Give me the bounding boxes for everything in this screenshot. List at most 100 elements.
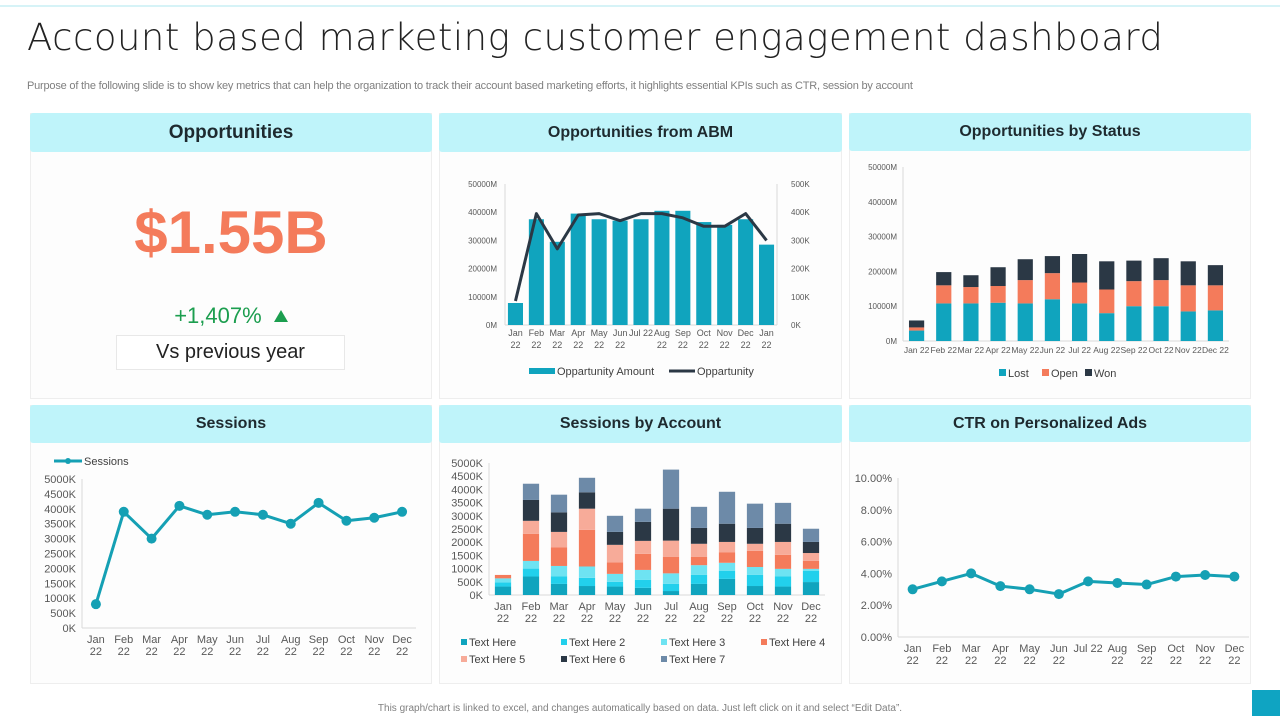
bar-segment-series-3 [494, 578, 512, 583]
legend-label-lost: Lost [1008, 368, 1029, 380]
legend-swatch-open [1042, 369, 1049, 376]
bar-segment-series-3 [606, 573, 624, 582]
x-tick-label: Jun 22 [1040, 345, 1066, 355]
legend-label-open: Open [1051, 368, 1078, 380]
sessions-panel [30, 405, 432, 684]
bar-segment-open [1180, 285, 1196, 312]
legend-label-won: Won [1094, 368, 1116, 380]
bar-segment-lost [1099, 313, 1115, 341]
data-point [230, 506, 241, 517]
data-point [118, 506, 129, 517]
bar-segment-series-2 [606, 581, 624, 587]
y-tick-label: 5000K [451, 458, 483, 470]
bar-segment-series-7 [802, 528, 820, 542]
bar-segment-series-5 [578, 508, 596, 530]
x-tick-label: Jun 22 [613, 328, 628, 350]
y-tick-label: 3000K [451, 511, 483, 523]
bar-segment-series-7 [746, 503, 764, 528]
ctr-chart[interactable]: 0.00% 2.00% 4.00% 6.00% 8.00% 10.00% Jan 22 Feb 2… [849, 442, 1251, 683]
x-tick-label: Sep 22 [309, 634, 329, 658]
bar-segment-series-2 [494, 582, 512, 587]
bar-segment-lost [1180, 311, 1196, 341]
abm-chart[interactable]: 0M 10000M 20000M 30000M 40000M 50000M 0K 100K 20… [439, 152, 842, 398]
data-point [341, 515, 352, 526]
y-tick-label: 0K [63, 623, 77, 635]
x-tick-label: Jan 22 [494, 601, 512, 625]
line-opportunity [514, 212, 768, 302]
bar-segment-series-4 [634, 553, 652, 570]
legend-swatch-won [1085, 369, 1092, 376]
bar-opportunity-amount [675, 210, 691, 325]
y-tick-label: 1000K [44, 593, 76, 605]
y-tick-label: 4000K [44, 504, 76, 516]
bar-segment-series-2 [774, 576, 792, 587]
bar-opportunity-amount [717, 224, 733, 325]
y-tick-label: 1000K [451, 564, 483, 576]
bar-segment-won [1126, 260, 1142, 282]
y-tick-label: 2500K [44, 549, 76, 561]
x-tick-label: Mar 22 [962, 643, 981, 667]
x-tick-label: Apr 22 [986, 345, 1011, 355]
bar-segment-won [908, 320, 925, 328]
bar-segment-won [1071, 254, 1088, 283]
bar-segment-lost [1071, 303, 1088, 341]
opportunities-change: +1,407% [30, 303, 432, 329]
x-tick-label: May 22 [605, 601, 626, 625]
status-chart[interactable]: 0M 10000M 20000M 30000M 40000M 50000M Jan 22 Fe… [849, 151, 1251, 398]
x-tick-label: Nov 22 [773, 601, 793, 625]
bar-segment-open [936, 285, 952, 304]
page-subtitle: Purpose of the following slide is to sho… [27, 80, 913, 92]
x-tick-label: Oct 22 [1149, 345, 1174, 355]
sessions-account-chart-area: 0K 500K 1000K 1500K 2000K 2500K 3000K 3500K 4000… [439, 443, 842, 683]
abm-chart-area: 0M 10000M 20000M 30000M 40000M 50000M 0K 100K 20… [439, 152, 842, 398]
x-tick-label: Mar 22 [550, 328, 566, 350]
data-point [397, 506, 408, 517]
y-left-tick-label: 40000M [468, 208, 497, 217]
y-tick-label: 2500K [451, 524, 483, 536]
bar-segment-series-5 [662, 540, 680, 557]
y-tick-label: 2.00% [861, 600, 892, 612]
opportunities-title: Opportunities [168, 121, 294, 143]
y-tick-label: 8.00% [861, 505, 892, 517]
x-tick-label: Aug 22 [1093, 345, 1120, 355]
x-tick-label: Apr 22 [992, 643, 1009, 667]
y-right-tick-label: 400K [791, 208, 810, 217]
x-tick-label: Dec 22 [392, 634, 412, 658]
y-right-tick-label: 0K [791, 321, 801, 330]
y-right-tick-label: 200K [791, 265, 810, 274]
bar-segment-won [1180, 261, 1196, 286]
y-tick-label: 1500K [451, 550, 483, 562]
bar-segment-series-3 [550, 565, 568, 577]
x-tick-label: Nov 22 [1195, 643, 1215, 667]
x-tick-label: Jan 22 [904, 643, 922, 667]
bar-segment-series-7 [718, 491, 736, 524]
x-tick-label: Sep 22 [1137, 643, 1157, 667]
bar-opportunity-amount [654, 210, 670, 325]
bar-segment-open [1153, 280, 1169, 307]
bar-segment-open [990, 286, 1006, 303]
bar-segment-lost [936, 303, 952, 341]
x-tick-label: Feb 22 [932, 643, 951, 667]
x-tick-label: Mar 22 [958, 345, 985, 355]
bar-segment-series-6 [522, 499, 540, 521]
abm-title: Opportunities from ABM [547, 123, 734, 141]
y-right-tick-label: 300K [791, 236, 810, 245]
y-tick-label: 4000K [451, 484, 483, 496]
comparison-text: Vs previous year [156, 341, 305, 363]
bar-segment-series-2 [522, 568, 540, 577]
bar-segment-lost [963, 303, 979, 341]
sessions-chart[interactable]: 0K 500K 1000K 1500K 2000K 2500K 3000K 3500K 4000… [30, 443, 432, 683]
x-tick-label: Jan 22 [87, 634, 105, 658]
x-tick-label: Sep 22 [717, 601, 737, 625]
bar-segment-lost [1207, 310, 1224, 341]
bar-segment-series-7 [522, 483, 540, 500]
bar-opportunity-amount [633, 219, 649, 325]
data-point [285, 518, 296, 529]
x-tick-label: Jan 22 [759, 328, 774, 350]
x-tick-label: Feb 22 [529, 328, 545, 350]
x-tick-label: Dec 22 [1225, 643, 1245, 667]
data-point [1200, 569, 1211, 580]
data-point [1083, 576, 1094, 587]
bar-segment-series-1 [578, 586, 596, 595]
